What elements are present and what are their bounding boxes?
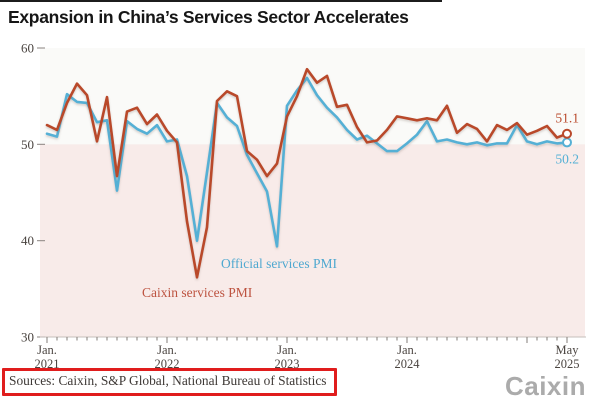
series-label-official: Official services PMI — [221, 256, 337, 271]
source-note: Sources: Caixin, S&P Global, National Bu… — [9, 373, 327, 388]
top-edge-bar — [0, 0, 442, 2]
x-tick-label: 2023 — [275, 357, 300, 371]
y-tick-label: 40 — [21, 233, 34, 248]
series-label-caixin: Caixin services PMI — [142, 285, 253, 300]
series-line-caixin-services-pmi — [45, 67, 569, 279]
y-tick-label: 60 — [21, 41, 34, 56]
end-value-label-caixin: 51.1 — [555, 111, 579, 126]
caixin-logo: Caixin — [504, 371, 586, 401]
x-tick-label: Jan. — [397, 343, 417, 357]
x-tick-label: Jan. — [277, 343, 297, 357]
x-tick-label: Jan. — [37, 343, 57, 357]
end-value-label-official: 50.2 — [555, 151, 579, 166]
end-marker-official — [562, 137, 572, 148]
x-tick-label: 2025 — [555, 357, 580, 371]
x-tick-label: May — [556, 343, 580, 357]
y-tick-label: 50 — [21, 137, 34, 152]
series-line-official-services-pmi — [45, 76, 569, 248]
x-tick-label: Jan. — [157, 343, 177, 357]
x-tick-label: 2021 — [35, 357, 60, 371]
below-50-band — [40, 144, 585, 337]
source-highlight-box: Sources: Caixin, S&P Global, National Bu… — [2, 368, 337, 396]
chart-title: Expansion in China’s Services Sector Acc… — [8, 7, 409, 27]
y-tick-label: 30 — [21, 330, 34, 345]
x-tick-label: 2024 — [395, 357, 421, 371]
end-marker-caixin — [562, 128, 572, 139]
x-tick-label: 2022 — [155, 357, 180, 371]
